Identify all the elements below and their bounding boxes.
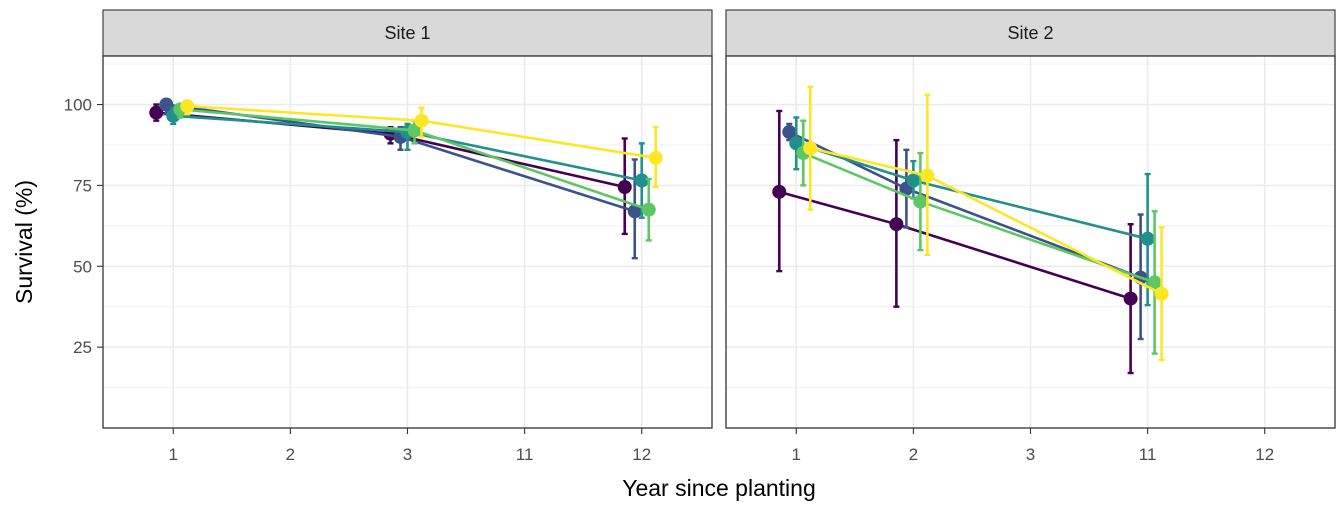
x-tick-label: 12 [632, 445, 651, 464]
x-tick-label: 1 [792, 445, 801, 464]
facet-strip [102, 9, 713, 57]
y-tick-label: 100 [64, 96, 92, 115]
data-point [920, 168, 935, 183]
data-point [889, 217, 904, 232]
data-point [627, 204, 642, 219]
series-1 [772, 109, 1138, 375]
data-point [180, 99, 195, 114]
data-point [159, 97, 174, 112]
data-point [1123, 291, 1138, 306]
x-tick-label: 1 [169, 445, 178, 464]
data-point [1147, 275, 1162, 290]
x-tick-label: 11 [1139, 445, 1157, 464]
facet-strip-label: Site 2 [1007, 23, 1053, 43]
data-point [1140, 231, 1155, 246]
data-point [1154, 286, 1169, 301]
data-point [782, 125, 797, 140]
x-tick-label: 3 [1026, 445, 1035, 464]
x-tick-label: 3 [403, 445, 412, 464]
data-point [641, 202, 656, 217]
y-tick-label: 25 [73, 338, 92, 357]
x-axis-title: Year since planting [622, 475, 816, 501]
data-point [906, 173, 921, 188]
series-3 [166, 106, 649, 219]
x-tick-label: 2 [286, 445, 295, 464]
series-5 [803, 85, 1169, 362]
data-point [149, 105, 164, 120]
facet-panel-1: Site 11 2 3 11 12 [102, 9, 713, 464]
data-point [803, 141, 818, 156]
series-5 [180, 99, 663, 189]
y-axis-title: Survival (%) [11, 180, 37, 304]
data-point [789, 136, 804, 151]
x-tick-label: 2 [909, 445, 918, 464]
x-tick-label: 12 [1255, 445, 1274, 464]
data-point [617, 180, 632, 195]
data-point [407, 123, 422, 138]
x-tick-label: 11 [516, 445, 534, 464]
series-3 [789, 116, 1155, 307]
facet-strip-label: Site 1 [384, 23, 430, 43]
y-tick-label: 75 [73, 176, 92, 195]
data-point [913, 194, 928, 209]
facet-panel-2: Site 21 2 3 11 12 [725, 9, 1336, 464]
facet-strip [725, 9, 1336, 57]
data-point [414, 113, 429, 128]
y-tick-label: 50 [73, 257, 92, 276]
data-point [648, 150, 663, 165]
data-point [772, 184, 787, 199]
data-point [634, 173, 649, 188]
series-4 [796, 119, 1162, 355]
